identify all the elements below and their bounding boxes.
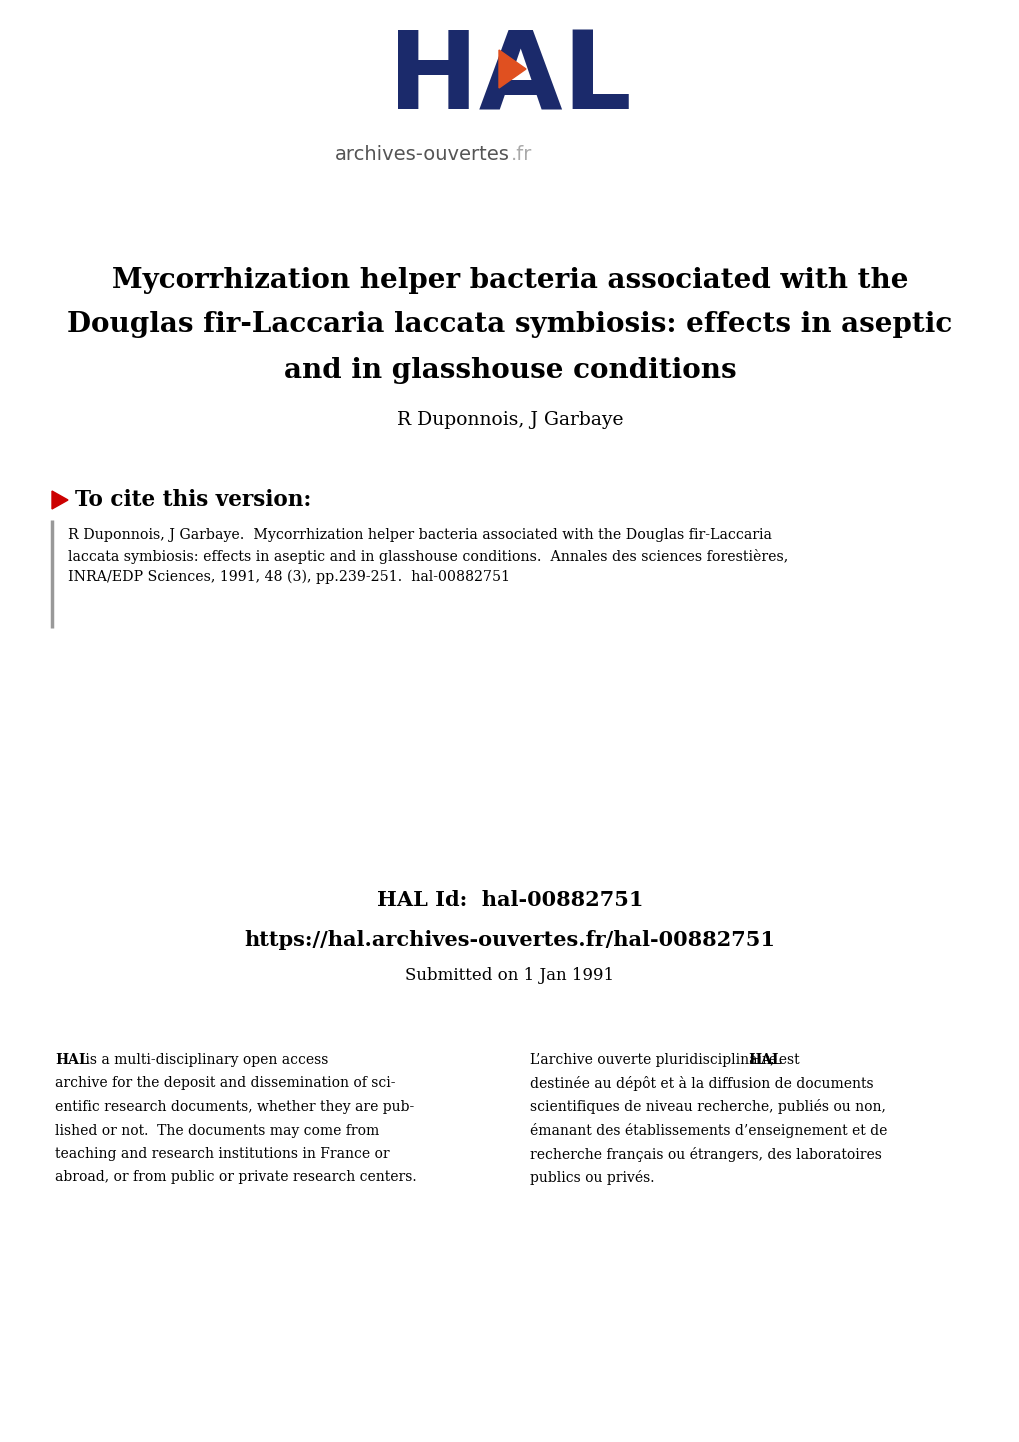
Text: https://hal.archives-ouvertes.fr/hal-00882751: https://hal.archives-ouvertes.fr/hal-008…: [245, 930, 774, 950]
Text: HAL: HAL: [747, 1053, 781, 1067]
Text: archives-ouvertes: archives-ouvertes: [335, 146, 510, 164]
Text: is a multi-disciplinary open access: is a multi-disciplinary open access: [81, 1053, 328, 1067]
Text: émanant des établissements d’enseignement et de: émanant des établissements d’enseignemen…: [530, 1123, 887, 1138]
Text: teaching and research institutions in France or: teaching and research institutions in Fr…: [55, 1146, 389, 1161]
Text: publics ou privés.: publics ou privés.: [530, 1169, 654, 1185]
Text: To cite this version:: To cite this version:: [75, 489, 311, 510]
Text: laccata symbiosis: effects in aseptic and in glasshouse conditions.  Annales des: laccata symbiosis: effects in aseptic an…: [68, 548, 788, 564]
Text: HAL: HAL: [388, 27, 631, 133]
Text: , est: , est: [769, 1053, 799, 1067]
Text: Submitted on 1 Jan 1991: Submitted on 1 Jan 1991: [405, 966, 614, 983]
Text: HAL Id:  hal-00882751: HAL Id: hal-00882751: [376, 890, 643, 910]
Text: scientifiques de niveau recherche, publiés ou non,: scientifiques de niveau recherche, publi…: [530, 1099, 886, 1115]
Text: and in glasshouse conditions: and in glasshouse conditions: [283, 356, 736, 384]
Text: Mycorrhization helper bacteria associated with the: Mycorrhization helper bacteria associate…: [112, 267, 907, 294]
Text: .fr: .fr: [511, 146, 532, 164]
Text: archive for the deposit and dissemination of sci-: archive for the deposit and disseminatio…: [55, 1077, 395, 1090]
Text: HAL: HAL: [55, 1053, 89, 1067]
Text: R Duponnois, J Garbaye.  Mycorrhization helper bacteria associated with the Doug: R Duponnois, J Garbaye. Mycorrhization h…: [68, 528, 771, 542]
Text: Douglas fir-Laccaria laccata symbiosis: effects in aseptic: Douglas fir-Laccaria laccata symbiosis: …: [67, 311, 952, 339]
Text: abroad, or from public or private research centers.: abroad, or from public or private resear…: [55, 1171, 416, 1184]
Text: recherche français ou étrangers, des laboratoires: recherche français ou étrangers, des lab…: [530, 1146, 881, 1161]
Polygon shape: [498, 50, 526, 88]
Polygon shape: [52, 490, 68, 509]
Text: lished or not.  The documents may come from: lished or not. The documents may come fr…: [55, 1123, 379, 1138]
Text: R Duponnois, J Garbaye: R Duponnois, J Garbaye: [396, 411, 623, 430]
Text: L’archive ouverte pluridisciplinaire: L’archive ouverte pluridisciplinaire: [530, 1053, 781, 1067]
Text: INRA/EDP Sciences, 1991, 48 (3), pp.239-251.  hal-00882751: INRA/EDP Sciences, 1991, 48 (3), pp.239-…: [68, 570, 510, 584]
Text: entific research documents, whether they are pub-: entific research documents, whether they…: [55, 1100, 414, 1115]
Text: destinée au dépôt et à la diffusion de documents: destinée au dépôt et à la diffusion de d…: [530, 1076, 872, 1092]
